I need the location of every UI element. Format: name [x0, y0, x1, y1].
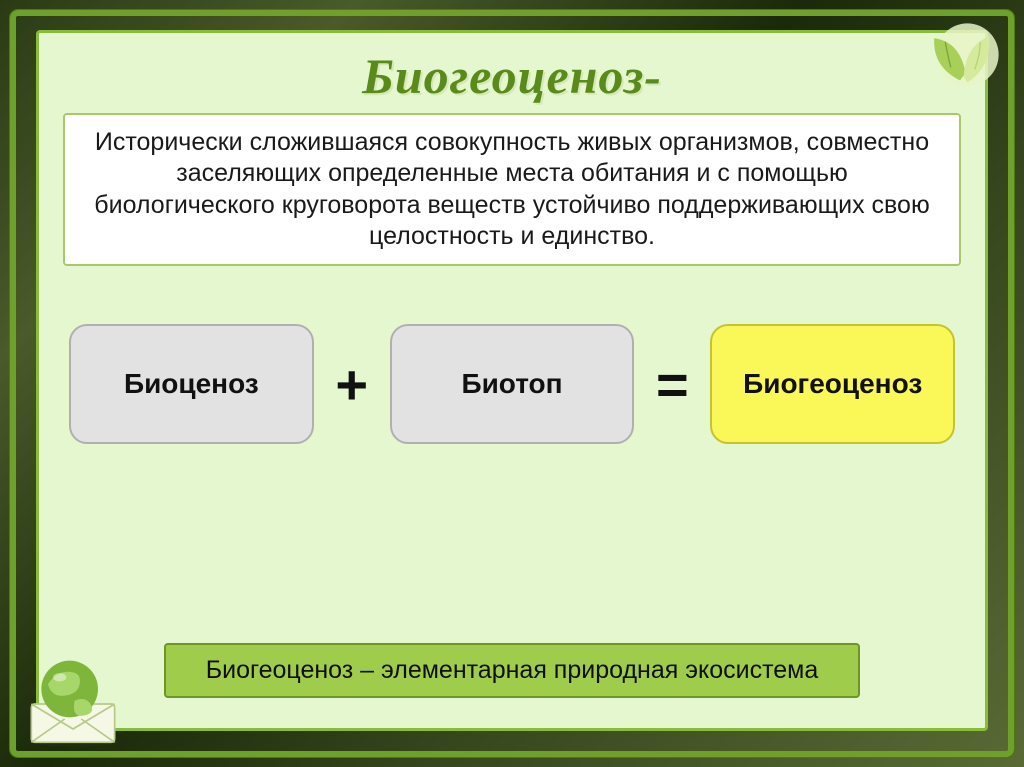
- equation-row: Биоценоз + Биотоп = Биогеоценоз: [63, 324, 961, 444]
- content-panel: Биогеоценоз- Исторически сложившаяся сов…: [36, 30, 988, 731]
- page-title-text: Биогеоценоз-: [362, 48, 662, 104]
- term-biocenosis-label: Биоценоз: [124, 368, 259, 400]
- summary-area: Биогеоценоз – элементарная природная эко…: [63, 444, 961, 708]
- definition-box: Исторически сложившаяся совокупность жив…: [63, 113, 961, 266]
- equals-operator: =: [644, 352, 700, 417]
- plus-operator: +: [324, 352, 380, 417]
- term-biogeocenosis: Биогеоценоз: [710, 324, 955, 444]
- page-title: Биогеоценоз-: [63, 47, 961, 105]
- term-biotope: Биотоп: [390, 324, 635, 444]
- summary-box: Биогеоценоз – элементарная природная эко…: [164, 643, 861, 698]
- term-biotope-label: Биотоп: [461, 368, 562, 400]
- summary-text: Биогеоценоз – элементарная природная эко…: [206, 656, 819, 684]
- definition-text: Исторически сложившаяся совокупность жив…: [94, 128, 929, 250]
- term-biocenosis: Биоценоз: [69, 324, 314, 444]
- term-biogeocenosis-label: Биогеоценоз: [743, 368, 922, 400]
